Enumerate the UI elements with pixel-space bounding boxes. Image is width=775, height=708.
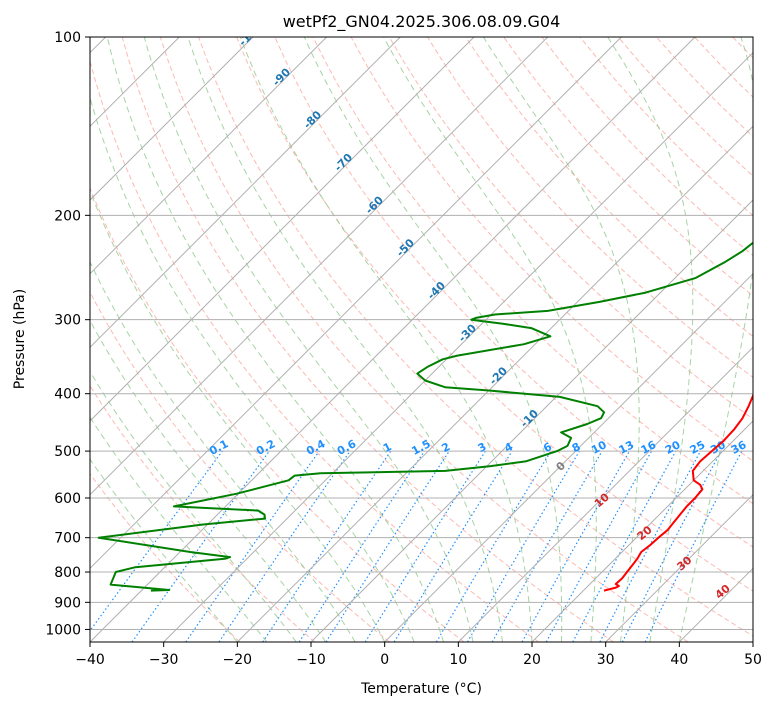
dry-adiabat [90,472,241,642]
y-tick-label: 1000 [45,622,81,638]
y-tick-label: 600 [54,491,81,507]
mixing-ratio-line [545,450,653,642]
isotherm [90,37,328,275]
x-tick-label: 0 [380,652,389,668]
isotherm [90,37,401,349]
dry-adiabat [236,37,753,592]
mixing-ratio-line [185,450,320,642]
dry-adiabat [350,37,753,462]
moist-adiabat [90,370,297,642]
mixing-ratio-label: 30 [708,438,728,457]
plot-frame [89,36,754,643]
isotherm [605,493,753,642]
moist-adiabat [678,37,753,642]
mixing-ratio-line [572,450,677,642]
background-lines [90,37,753,642]
mixing-ratio-label: 36 [729,438,749,457]
moist-adiabat [482,37,640,642]
plot-area [90,37,753,642]
isotherm [90,37,696,642]
isotherm [310,199,753,642]
x-tick-label: −10 [296,652,326,668]
dry-adiabat [90,291,390,642]
x-tick-label: 30 [597,652,615,668]
mixing-ratio-label: 25 [688,438,708,457]
mixing-ratio-line [644,450,743,642]
isotherm [90,37,254,201]
dry-adiabat [90,384,316,642]
dry-adiabat [159,37,689,642]
mixing-ratio-line [325,450,450,642]
x-tick-label: 10 [449,652,467,668]
x-tick-label: −20 [223,652,253,668]
moist-adiabat [90,416,268,642]
isotherm [457,346,753,642]
x-tick-label: 50 [744,652,762,668]
sounding-profiles [97,241,753,592]
y-tick-label: 100 [54,30,81,46]
y-axis-title: Pressure (hPa) [12,289,28,389]
mixing-ratio-line [393,450,513,642]
y-tick-label: 300 [54,313,81,329]
x-tick-label: −30 [149,652,179,668]
moist-adiabat [607,37,694,642]
dry-adiabat [503,37,753,297]
dry-adiabat [90,59,540,642]
moist-adiabat [90,260,356,642]
isotherm [90,37,549,496]
x-tick-label: 20 [523,652,541,668]
mixing-ratio-line [90,450,223,632]
mixing-ratio-label: 16 [639,438,659,457]
isotherm [384,272,753,642]
y-tick-label: 500 [54,444,81,460]
y-tick-label: 700 [54,531,81,547]
moist-adiabat [90,189,386,642]
y-tick-label: 200 [54,208,81,224]
x-tick-label: 40 [670,652,688,668]
axes: −40 −30 −20 −10 0 10 20 30 40 50 100 200 300 400 500 60… [45,30,762,668]
chart-title: wetPf2_GN04.2025.306.08.09.G04 [283,12,561,32]
moist-adiabat [303,37,563,642]
y-tick-label: 400 [54,387,81,403]
dewpoint-profile [97,241,753,592]
dry-adiabat [90,186,465,642]
isotherm [163,51,753,642]
moist-adiabat [239,37,533,642]
mixing-ratio-line [131,450,270,642]
dry-adiabat [426,37,753,378]
isotherm [90,37,475,422]
isotherm-label: -100 [236,20,265,49]
moist-adiabat [90,319,327,642]
isotherm [531,420,753,642]
moist-adiabat [143,37,474,642]
mixing-ratio-line [298,450,425,642]
moist-adiabat [187,37,503,642]
y-tick-label: 800 [54,565,81,581]
temperature-profile [603,393,753,592]
dry-adiabat [198,37,753,637]
y-tick-label: 900 [54,595,81,611]
mixing-ratio-line [218,450,351,642]
mixing-ratio-label: 20 [663,438,683,457]
x-axis-title: Temperature (°C) [360,681,482,697]
dry-adiabat [274,37,753,548]
moist-adiabat [106,37,445,642]
x-tick-label: −40 [75,652,105,668]
dry-adiabat [121,37,614,642]
mixing-ratio-label: 10 [589,438,609,457]
mixing-ratio-label: 13 [617,438,637,457]
mixing-ratio-line [262,450,392,642]
mixing-ratio-line [521,450,631,642]
moist-adiabat [90,458,238,642]
moist-adiabat [383,37,597,642]
